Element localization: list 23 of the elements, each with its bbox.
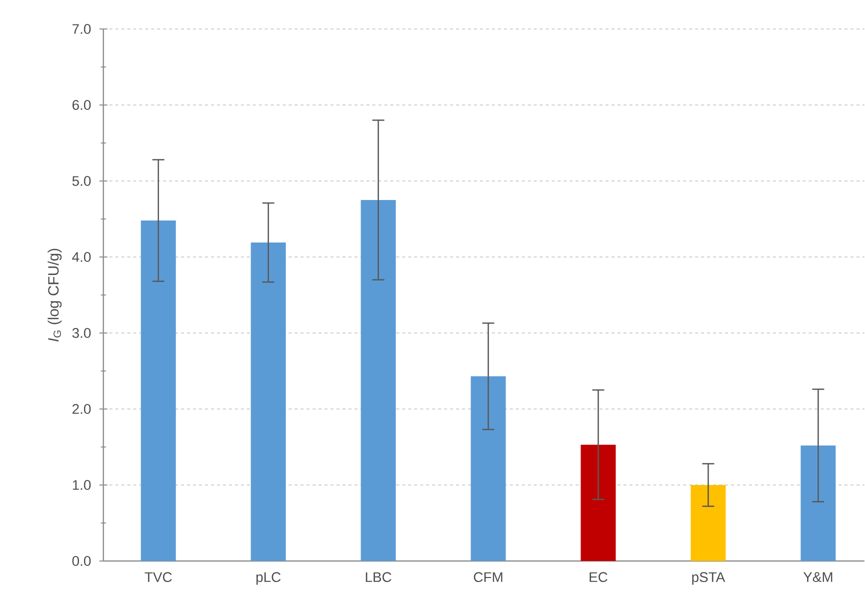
x-tick-label: Y&M: [803, 572, 832, 582]
x-tick-label: pSTA: [692, 572, 726, 585]
y-axis-title: I$_{G}$ (log CFU/g): [48, 248, 62, 342]
y-tick-label: 3.0: [72, 328, 91, 338]
y-tick-label: 0.0: [72, 556, 91, 566]
y-tick-label: 4.0: [72, 252, 91, 262]
x-tick-label: CFM: [474, 572, 502, 582]
y-tick-label: 6.0: [72, 100, 91, 110]
x-tick-label: LBC: [366, 572, 392, 582]
bar: [580, 444, 616, 561]
y-tick-label: 7.0: [72, 24, 91, 34]
y-tick-label: 2.0: [72, 404, 91, 414]
bar: [250, 242, 286, 561]
x-tick-label: TVC: [144, 572, 172, 582]
bar: [800, 445, 836, 561]
x-tick-label: pLC: [256, 572, 281, 585]
bar: [690, 484, 726, 561]
x-tick-label: EC: [590, 572, 608, 582]
y-tick-label: 1.0: [72, 480, 91, 490]
bar: [140, 220, 176, 561]
y-tick-label: 5.0: [72, 176, 91, 186]
bar: [470, 376, 506, 561]
bar: [360, 200, 396, 561]
